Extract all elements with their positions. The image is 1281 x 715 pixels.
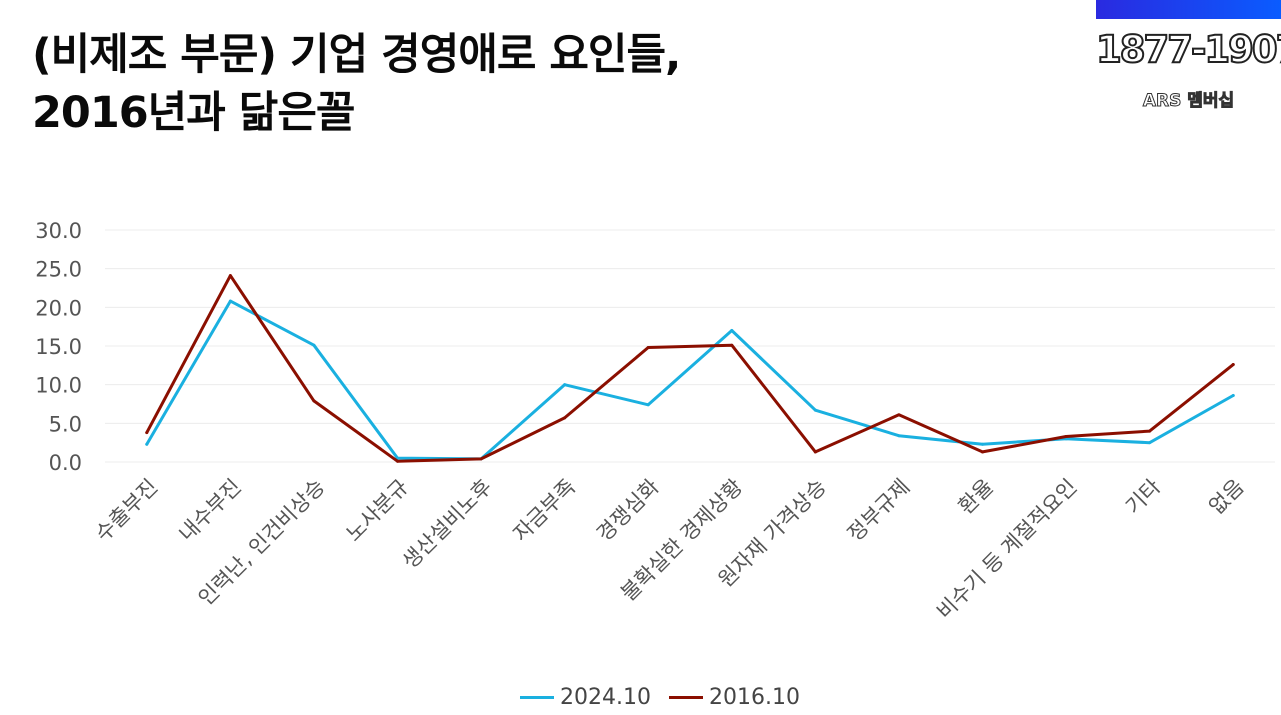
x-tick-label: 없음 <box>1204 475 1248 519</box>
legend-item-2024: 2024.10 <box>520 685 651 710</box>
x-tick-label: 환율 <box>954 475 998 519</box>
data-point <box>813 408 817 412</box>
legend-item-2016: 2016.10 <box>668 684 800 710</box>
data-point <box>646 346 650 350</box>
y-tick-label: 25.0 <box>35 258 82 282</box>
series-line-2016.10 <box>145 274 1235 463</box>
y-tick-label: 20.0 <box>35 296 82 320</box>
title-line-2: 2016년과 닮은꼴 <box>32 88 355 138</box>
data-point <box>145 442 149 446</box>
chart-title: (비제조 부문) 기업 경영애로 요인들, 2016년과 닮은꼴 <box>32 26 1032 142</box>
data-point <box>563 416 567 420</box>
x-tick-label: 기타 <box>1121 475 1165 519</box>
legend: 2024.10 2016.10 <box>520 682 800 712</box>
brand-phone-number: 1877-1907 <box>1096 28 1281 71</box>
data-point <box>312 399 316 403</box>
data-point <box>981 450 984 454</box>
data-point <box>563 383 567 387</box>
data-point <box>730 343 734 347</box>
legend-swatch-2016 <box>668 695 703 699</box>
y-tick-label: 10.0 <box>35 374 82 398</box>
data-point <box>1148 441 1152 445</box>
x-tick-label: 내수부진 <box>174 475 246 547</box>
x-tick-label: 노사분규 <box>341 475 413 547</box>
brand-subtitle: ARS 멤버십 <box>1142 91 1235 112</box>
legend-swatch-2024 <box>520 695 554 699</box>
y-tick-label: 5.0 <box>49 412 82 436</box>
y-tick-label: 0.0 <box>49 451 82 475</box>
x-tick-label: 정부규제 <box>843 475 915 547</box>
y-tick-label: 15.0 <box>35 335 82 359</box>
data-point <box>1064 434 1068 438</box>
brand-color-bar <box>1096 0 1281 19</box>
legend-label-2024: 2024.10 <box>560 684 651 710</box>
data-point <box>813 450 817 454</box>
data-point <box>1148 429 1152 433</box>
data-point <box>479 457 483 461</box>
data-point <box>228 299 232 303</box>
y-tick-label: 30.0 <box>35 219 82 243</box>
data-point <box>1231 393 1235 397</box>
data-point <box>897 434 901 438</box>
x-tick-label: 비수기 등 계절적요인 <box>932 475 1081 624</box>
data-point <box>981 442 984 446</box>
x-tick-label: 자금부족 <box>509 475 581 547</box>
legend-label-2016: 2016.10 <box>708 684 800 710</box>
x-tick-label: 생산설비노후 <box>398 475 497 574</box>
data-point <box>897 413 901 417</box>
data-point <box>396 459 399 463</box>
title-line-1: (비제조 부문) 기업 경영애로 요인들, <box>32 30 681 80</box>
data-point <box>646 403 650 407</box>
x-tick-label: 수출부진 <box>91 475 163 547</box>
data-point <box>312 343 316 347</box>
x-tick-label: 경쟁심화 <box>592 475 664 547</box>
data-point <box>145 431 149 435</box>
data-point <box>730 329 734 333</box>
data-point <box>1231 363 1235 367</box>
data-point <box>228 274 232 278</box>
